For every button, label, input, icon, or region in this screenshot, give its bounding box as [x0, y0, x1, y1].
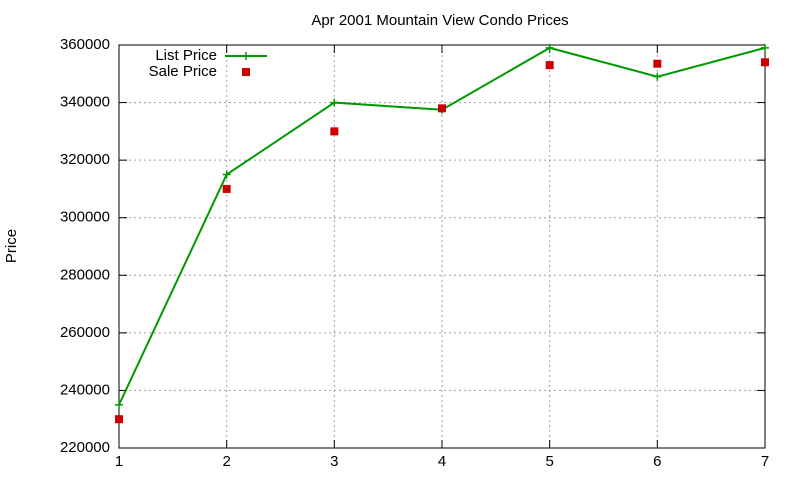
- point: [653, 72, 662, 81]
- x-tick-label: 2: [222, 453, 230, 470]
- legend-marker: [242, 68, 250, 76]
- x-tick-label: 3: [330, 453, 338, 470]
- point: [330, 98, 339, 107]
- point: [222, 170, 231, 179]
- point: [438, 104, 446, 113]
- point: [761, 43, 769, 52]
- legend-label: Sale Price: [149, 63, 217, 80]
- y-tick-label: 260000: [60, 324, 110, 341]
- point: [115, 415, 123, 424]
- legend-label: List Price: [155, 47, 217, 64]
- point: [545, 43, 554, 52]
- chart-title: Apr 2001 Mountain View Condo Prices: [311, 12, 568, 29]
- x-tick-label: 5: [545, 453, 553, 470]
- legend-marker: [242, 52, 250, 60]
- y-tick-label: 300000: [60, 209, 110, 226]
- x-tick-label: 1: [115, 453, 123, 470]
- point: [115, 400, 123, 409]
- y-tick-label: 240000: [60, 381, 110, 398]
- point: [545, 61, 554, 70]
- y-tick-label: 220000: [60, 439, 110, 456]
- x-tick-label: 6: [653, 453, 661, 470]
- y-tick-label: 340000: [60, 94, 110, 111]
- point: [222, 184, 231, 193]
- y-axis-label: Price: [3, 229, 20, 263]
- point: [330, 127, 339, 136]
- point: [761, 58, 769, 67]
- y-tick-label: 360000: [60, 36, 110, 53]
- y-tick-label: 280000: [60, 266, 110, 283]
- x-tick-label: 4: [438, 453, 446, 470]
- x-tick-label: 7: [761, 453, 769, 470]
- plot-frame: [118, 44, 766, 449]
- y-tick-label: 320000: [60, 151, 110, 168]
- point: [653, 59, 662, 68]
